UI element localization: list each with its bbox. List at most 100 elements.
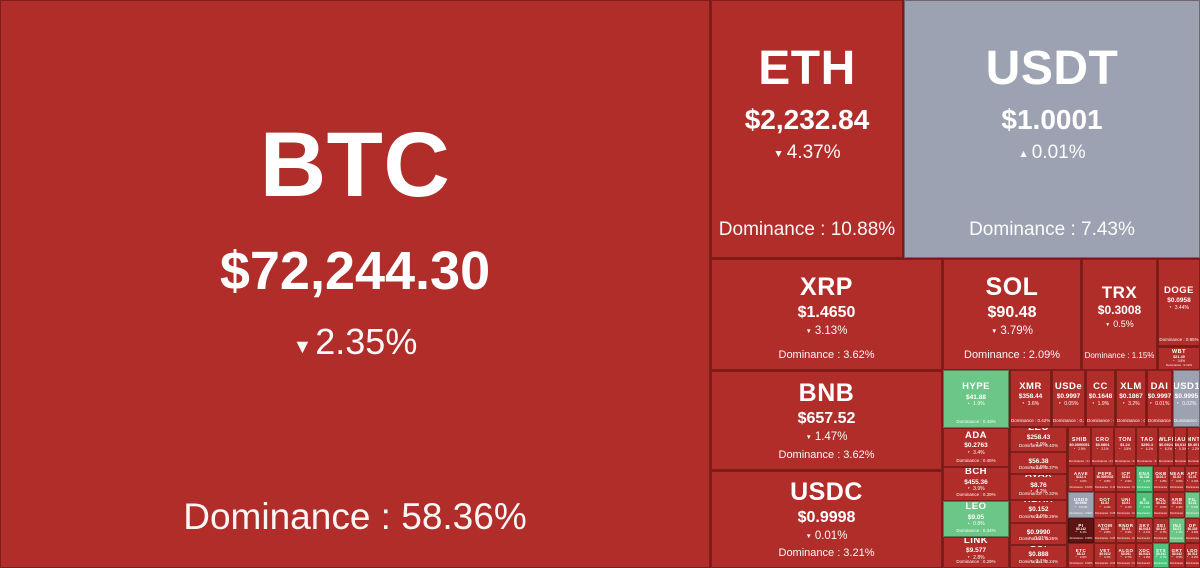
change-down-icon: ▼ [1029,490,1033,494]
coin-change: ▼ 3.0% [1030,514,1047,521]
tile-rndr[interactable]: RNDR$1.61▼3.4% Dominance : 0.05% [1116,518,1136,543]
coin-dominance: Dominance : 0.43% [956,418,996,424]
tile-xrp[interactable]: XRP $1.4650 ▼ 3.13% Dominance : 3.62% [711,259,942,370]
tile-trx[interactable]: TRX $0.3008 ▼ 0.5% Dominance : 1.15% [1082,259,1157,370]
tile-xlm[interactable]: XLM$0.1867▼3.2% Dominance : 0.28% [1116,370,1146,427]
tile-usd1[interactable]: USD1$0.9995▼0.02% Dominance : 0.23% [1173,370,1200,427]
tile-sei[interactable]: SEI$0.112▼3.7% Dominance : 0.05% [1153,518,1169,543]
coin-dominance: Dominance : 0.06% [1186,512,1200,516]
tile-bch[interactable]: BCH $455.36 ▼ 3.9% Dominance : 0.39% [943,467,1009,501]
tile-pepe[interactable]: PEPE $0.0000042 ▼ 3.8% Dominance : 0.10% [1094,466,1116,492]
tile-dot[interactable]: DOT $1.82 ▼ 3.2% Dominance : 0.08% [1094,492,1116,518]
tile-pol[interactable]: POL$0.112▼3.0% Dominance : 0.06% [1153,492,1169,518]
tile-hype[interactable]: HYPE $41.88 ▲ 1.9% Dominance : 0.43% [943,370,1009,428]
tile-pi[interactable]: PI $0.142 ▼ 6.1% Dominance : 0.06% [1068,518,1094,543]
tile-ton[interactable]: TON$1.24▼3.5% Dominance : 0.16% [1114,427,1136,466]
tile-stx[interactable]: STX$0.241▲0.7% Dominance : 0.04% [1153,543,1169,568]
coin-change: ▼ 2.7% [1120,556,1131,560]
coin-dominance: Dominance : 0.42% [1011,417,1051,423]
coin-change: ▲ 0.9% [1187,505,1198,510]
tile-hbar[interactable]: HBAR$0.152▼3.0%Dominance : 0.29% [1010,500,1067,523]
tile-link[interactable]: LINK $9.577 ▼ 2.8% Dominance : 0.29% [943,537,1009,568]
coin-change: ▼ 1.9% [1139,556,1150,560]
tile-sol[interactable]: SOL $90.48 ▼ 3.79% Dominance : 2.09% [943,259,1081,370]
tile-wlfi[interactable]: WLFI$0.0924▼5.2% Dominance : 0.12% [1158,427,1174,466]
tile-bnb[interactable]: BNB $657.52 ▼ 1.47% Dominance : 3.62% [711,371,942,470]
tile-usds[interactable]: USDS $0.9996 ▼ 0.01% Dominance : 0.09% [1068,492,1094,518]
tile-icp[interactable]: ICP$2.61▼2.9% Dominance : 0.09% [1116,466,1136,492]
tile-inj[interactable]: INJ$4.21▲1.1% Dominance : 0.05% [1169,518,1185,543]
change-down-icon: ▼ [1096,447,1099,450]
tile-usde[interactable]: USDe$0.9997▼0.05% Dominance : 0.34% [1052,370,1085,427]
coin-dominance: Dominance : 0.04% [1186,537,1200,541]
tile-ldo[interactable]: LDO$0.512▼4.2% Dominance : 0.04% [1185,543,1200,568]
tile-btc[interactable]: BTC $72,244.30 ▼2.35% Dominance : 58.36% [0,0,710,568]
coin-price: $0.0421 [1138,551,1151,556]
tile-zec[interactable]: ZEC $258.43 ▼ 2.9% Dominance : 0.40% [1010,427,1067,452]
tile-doge[interactable]: DOGE $0.0958 ▼ 3.44% Dominance : 0.95% [1158,259,1200,346]
tile-vet[interactable]: VET $0.0112 ▼ 3.1% Dominance : 0.04% [1094,543,1116,568]
coin-dominance: Dominance : 0.08% [1154,486,1168,490]
tile-xmr[interactable]: XMR $358.44 ▼ 3.6% Dominance : 0.42% [1010,370,1051,427]
tile-apt[interactable]: APT$1.91▼2.4% Dominance : 0.07% [1185,466,1200,492]
change-value: 0.8% [1177,358,1185,363]
coin-change: ▼ 6.1% [1075,531,1086,535]
coin-dominance: Dominance : 0.09% [1117,486,1135,490]
change-value: 0.8% [973,521,985,528]
tile-grt[interactable]: GRT$0.042▼3.5% Dominance : 0.04% [1169,543,1185,568]
coin-dominance: Dominance : 1.15% [1084,351,1155,361]
coin-change: ▼ 3.6% [1022,401,1039,408]
tile-sky[interactable]: SKY$0.0412▼2.1% Dominance : 0.05% [1136,518,1153,543]
tile-algo[interactable]: ALGO$0.091▼2.7% Dominance : 0.04% [1116,543,1136,568]
coin-change: ▼ 2.8% [1099,531,1110,535]
change-down-icon: ▼ [1029,559,1033,563]
tile-eth[interactable]: ETH $2,232.84 ▼ 4.37% Dominance : 10.88% [711,0,903,258]
tile-ada[interactable]: ADA $0.2763 ▼ 3.4% Dominance : 0.45% [943,428,1009,467]
tile-cro[interactable]: CRO$0.0804▼3.1% Dominance : 0.17% [1091,427,1114,466]
change-value: 1.9% [1035,465,1048,472]
coin-dominance: Dominance : 0.24% [1018,558,1059,564]
tile-op[interactable]: OP$0.302▼3.9% Dominance : 0.04% [1185,518,1200,543]
coin-dominance: Dominance : 0.05% [1137,537,1152,541]
tile-okb[interactable]: OKB$102.1▼1.8% Dominance : 0.08% [1153,466,1169,492]
tile-shib[interactable]: SHIB$0.0000051▼2.9% Dominance : 0.18% [1068,427,1091,466]
tile-avax[interactable]: AVAX $8.76 ▼ 4.2% Dominance : 0.32% [1010,474,1067,500]
tile-usdt[interactable]: USDT $1.0001 ▲ 0.01% Dominance : 7.43% [904,0,1200,258]
change-up-icon: ▲ [1018,149,1029,161]
coin-symbol: OKB [1155,471,1167,477]
coin-symbol: SUI [1030,546,1047,550]
tile-near[interactable]: NEAR$1.52▼3.6% Dominance : 0.08% [1169,466,1185,492]
tile-tao[interactable]: TAO$250.4▼4.1% Dominance : 0.15% [1136,427,1158,466]
coin-price: $72,244.30 [219,241,491,302]
coin-dominance: Dominance : 10.88% [718,218,896,240]
tile-xaut[interactable]: XAUt$4,012▼0.3% Dominance : 0.12% [1174,427,1187,466]
tile-atom[interactable]: ATOM $2.02 ▼ 2.8% Dominance : 0.05% [1094,518,1116,543]
coin-price: $8.76 [1030,481,1047,489]
tile-ena[interactable]: ENA$0.182▲1.2% Dominance : 0.08% [1136,466,1153,492]
tile-xdc[interactable]: XDC$0.0421▼1.9% Dominance : 0.04% [1136,543,1153,568]
tile-ltc[interactable]: LTC$56.38▼1.9%Dominance : 0.37% [1010,452,1067,474]
tile-fil[interactable]: FIL$1.41▲0.9% Dominance : 0.06% [1185,492,1200,518]
tile-dai[interactable]: DAI$0.9997▼0.01% Dominance : 0.25% [1147,370,1172,427]
coin-change: ▼ 0.01% [806,530,848,543]
tile-sui[interactable]: SUI$0.888▼3.1%Dominance : 0.24% [1010,545,1067,568]
tile-s[interactable]: S$0.141▲2.4% Dominance : 0.06% [1136,492,1153,518]
tile-uni[interactable]: UNI$3.91▼4.1% Dominance : 0.07% [1116,492,1136,518]
coin-dominance: Dominance : 58.36% [183,495,527,537]
tile-cc[interactable]: CC$0.1648▼1.9% Dominance : 0.30% [1086,370,1115,427]
tile-pyusd[interactable]: PYUSD$0.9990▼0.01%Dominance : 0.26% [1010,523,1067,545]
tile-wbt[interactable]: WBT $21.40 ▼ 0.8% Dominance : 0.12% [1158,347,1200,370]
coin-change: ▲ 2.4% [1139,505,1150,510]
tile-leo[interactable]: LEO $9.05 ▲ 0.8% Dominance : 0.34% [943,501,1009,537]
change-value: 0.5% [1113,319,1134,330]
tile-usdc[interactable]: USDC $0.9998 ▼ 0.01% Dominance : 3.21% [711,471,942,568]
change-down-icon: ▼ [1155,480,1157,482]
tile-mnt[interactable]: MNT$0.401▼2.2% Dominance : 0.11% [1187,427,1200,466]
coin-symbol: LDO [1187,547,1198,553]
coin-symbol: ICP [1121,471,1131,477]
coin-dominance: Dominance : 3.62% [778,348,875,361]
tile-aave[interactable]: AAVE $112.4 ▼ 4.0% Dominance : 0.10% [1068,466,1094,492]
tile-etc[interactable]: ETC $8.12 ▼ 2.6% Dominance : 0.04% [1068,543,1094,568]
tile-arb[interactable]: ARB$0.211▼3.3% Dominance : 0.06% [1169,492,1185,518]
